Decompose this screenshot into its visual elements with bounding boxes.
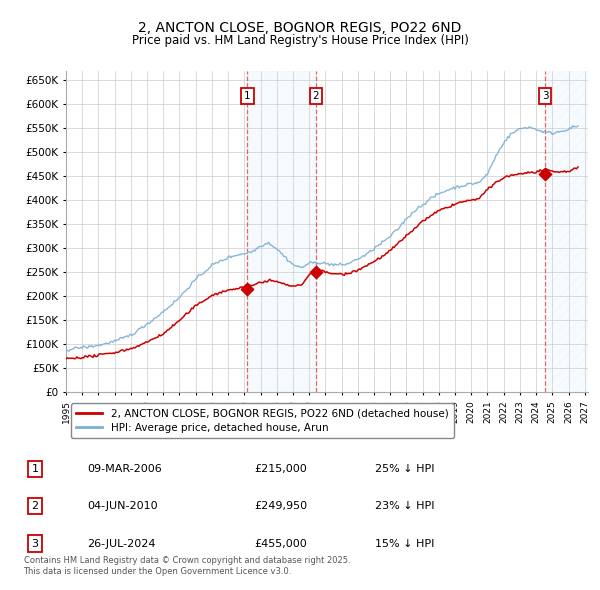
Text: 04-JUN-2010: 04-JUN-2010 [87, 502, 158, 512]
Point [242, 284, 252, 294]
Text: 1: 1 [32, 464, 38, 474]
Bar [247, 71, 316, 392]
Text: £215,000: £215,000 [254, 464, 307, 474]
Point [541, 169, 550, 179]
Text: Price paid vs. HM Land Registry's House Price Index (HPI): Price paid vs. HM Land Registry's House … [131, 34, 469, 47]
Text: 3: 3 [542, 91, 548, 101]
Text: 2: 2 [31, 502, 38, 512]
Text: 25% ↓ HPI: 25% ↓ HPI [375, 464, 434, 474]
Text: £455,000: £455,000 [254, 539, 307, 549]
Text: 09-MAR-2006: 09-MAR-2006 [87, 464, 161, 474]
Point [311, 268, 321, 277]
Text: 1: 1 [244, 91, 251, 101]
Text: 15% ↓ HPI: 15% ↓ HPI [375, 539, 434, 549]
Text: 23% ↓ HPI: 23% ↓ HPI [375, 502, 434, 512]
Legend: 2, ANCTON CLOSE, BOGNOR REGIS, PO22 6ND (detached house), HPI: Average price, de: 2, ANCTON CLOSE, BOGNOR REGIS, PO22 6ND … [71, 404, 454, 438]
Text: 3: 3 [32, 539, 38, 549]
Text: £249,950: £249,950 [254, 502, 307, 512]
Text: 2: 2 [313, 91, 319, 101]
Text: 26-JUL-2024: 26-JUL-2024 [87, 539, 155, 549]
Bar [545, 71, 588, 392]
Text: Contains HM Land Registry data © Crown copyright and database right 2025.
This d: Contains HM Land Registry data © Crown c… [23, 556, 350, 576]
Text: 2, ANCTON CLOSE, BOGNOR REGIS, PO22 6ND: 2, ANCTON CLOSE, BOGNOR REGIS, PO22 6ND [139, 21, 461, 35]
